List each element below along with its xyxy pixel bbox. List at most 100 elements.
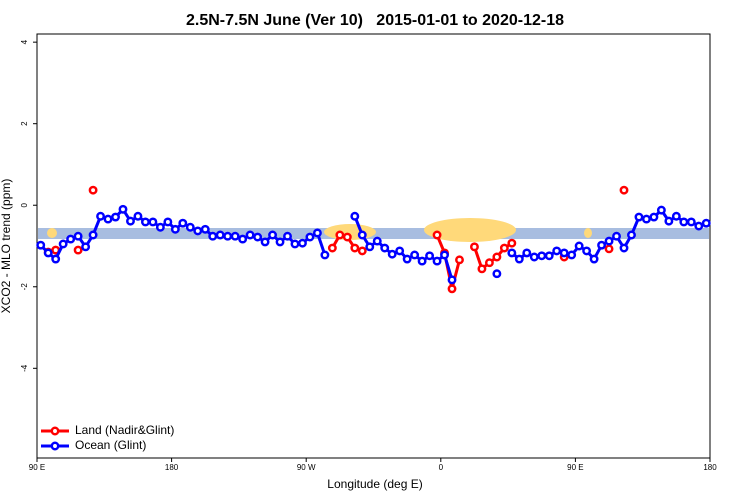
data-point xyxy=(417,256,427,266)
data-point xyxy=(612,231,621,241)
data-point xyxy=(193,226,203,236)
data-point xyxy=(387,249,397,259)
chart-title: 2.5N-7.5N June (Ver 10) 2015-01-01 to 20… xyxy=(186,12,564,29)
data-point xyxy=(627,230,636,240)
legend-label: Ocean (Glint) xyxy=(75,438,146,452)
data-point xyxy=(447,284,457,294)
data-point xyxy=(582,246,592,256)
data-point xyxy=(380,243,390,253)
data-point xyxy=(686,217,696,227)
data-point xyxy=(245,230,255,240)
data-point xyxy=(200,224,210,234)
x-tick-label: 90 E xyxy=(29,463,45,472)
data-point xyxy=(238,234,248,244)
legend-label: Land (Nadir&Glint) xyxy=(75,423,174,437)
data-point xyxy=(36,240,46,250)
x-tick-label: 90 E xyxy=(567,463,583,472)
x-tick-label: 180 xyxy=(703,463,717,472)
data-point xyxy=(342,232,352,242)
data-point xyxy=(597,240,607,250)
y-axis-label: XCO2 - MLO trend (ppm) xyxy=(0,179,13,314)
data-point xyxy=(604,244,614,254)
data-point xyxy=(253,232,263,242)
data-point xyxy=(619,185,629,195)
data-point xyxy=(484,258,494,268)
data-point xyxy=(559,248,569,258)
data-point xyxy=(260,237,270,247)
data-point xyxy=(185,222,195,232)
data-point xyxy=(298,238,307,248)
data-point xyxy=(290,239,300,249)
y-tick-label: 2 xyxy=(20,121,29,126)
data-point xyxy=(440,250,449,260)
y-tick-label: -4 xyxy=(20,364,29,372)
data-point xyxy=(163,217,173,227)
data-point xyxy=(522,248,532,258)
y-tick-label: 0 xyxy=(20,202,29,207)
data-point xyxy=(335,230,345,240)
data-point xyxy=(215,230,225,240)
data-point xyxy=(88,185,98,195)
data-point xyxy=(230,231,240,241)
data-point xyxy=(641,214,651,224)
data-point xyxy=(619,243,629,253)
data-point xyxy=(649,212,659,222)
data-point xyxy=(268,230,277,240)
data-point xyxy=(133,211,143,221)
data-point xyxy=(507,238,517,248)
y-tick-label: -2 xyxy=(20,283,29,291)
data-point xyxy=(357,230,367,240)
plot-layer: 90 E 180 90 W 0 90 E 180 -4 -2 0 2 4 Land (Nadir&Gl… xyxy=(20,39,717,472)
data-point xyxy=(365,242,375,252)
data-point xyxy=(455,255,464,265)
x-axis-label: Longitude (deg E) xyxy=(327,477,422,491)
data-point xyxy=(701,218,711,228)
data-point xyxy=(275,237,285,247)
data-point xyxy=(350,211,360,221)
x-tick-label: 180 xyxy=(165,463,179,472)
data-point xyxy=(372,236,382,246)
data-point xyxy=(140,217,150,227)
data-point xyxy=(604,236,614,246)
data-point xyxy=(425,251,435,261)
data-point xyxy=(552,246,562,256)
data-point xyxy=(410,250,420,260)
data-point xyxy=(223,231,233,241)
data-point xyxy=(96,211,106,221)
land-shape xyxy=(47,228,57,238)
data-point xyxy=(679,217,689,227)
data-point xyxy=(514,254,524,264)
land-shape xyxy=(424,218,516,242)
data-point xyxy=(208,231,218,241)
data-point xyxy=(148,217,158,227)
data-point xyxy=(81,242,91,252)
data-point xyxy=(66,234,76,244)
data-point xyxy=(58,239,68,249)
legend-marker xyxy=(50,441,60,451)
data-point xyxy=(283,231,292,241)
data-point xyxy=(350,243,360,253)
data-point xyxy=(432,256,442,266)
data-point xyxy=(694,221,704,231)
data-point xyxy=(499,243,509,253)
data-point xyxy=(656,205,666,215)
data-point xyxy=(73,231,83,241)
x-tick-label: 0 xyxy=(439,463,444,472)
data-point xyxy=(447,275,457,285)
data-point xyxy=(537,251,547,261)
data-point xyxy=(43,248,53,258)
data-point xyxy=(634,212,644,222)
data-point xyxy=(470,242,479,252)
data-point xyxy=(320,250,330,260)
data-point xyxy=(51,254,61,264)
data-point xyxy=(170,224,180,234)
data-point xyxy=(492,269,502,279)
data-point xyxy=(529,252,539,262)
x-tick-label: 90 W xyxy=(297,463,316,472)
data-point xyxy=(88,230,98,240)
data-point xyxy=(111,212,120,222)
data-point xyxy=(155,222,165,232)
data-point xyxy=(664,216,674,226)
